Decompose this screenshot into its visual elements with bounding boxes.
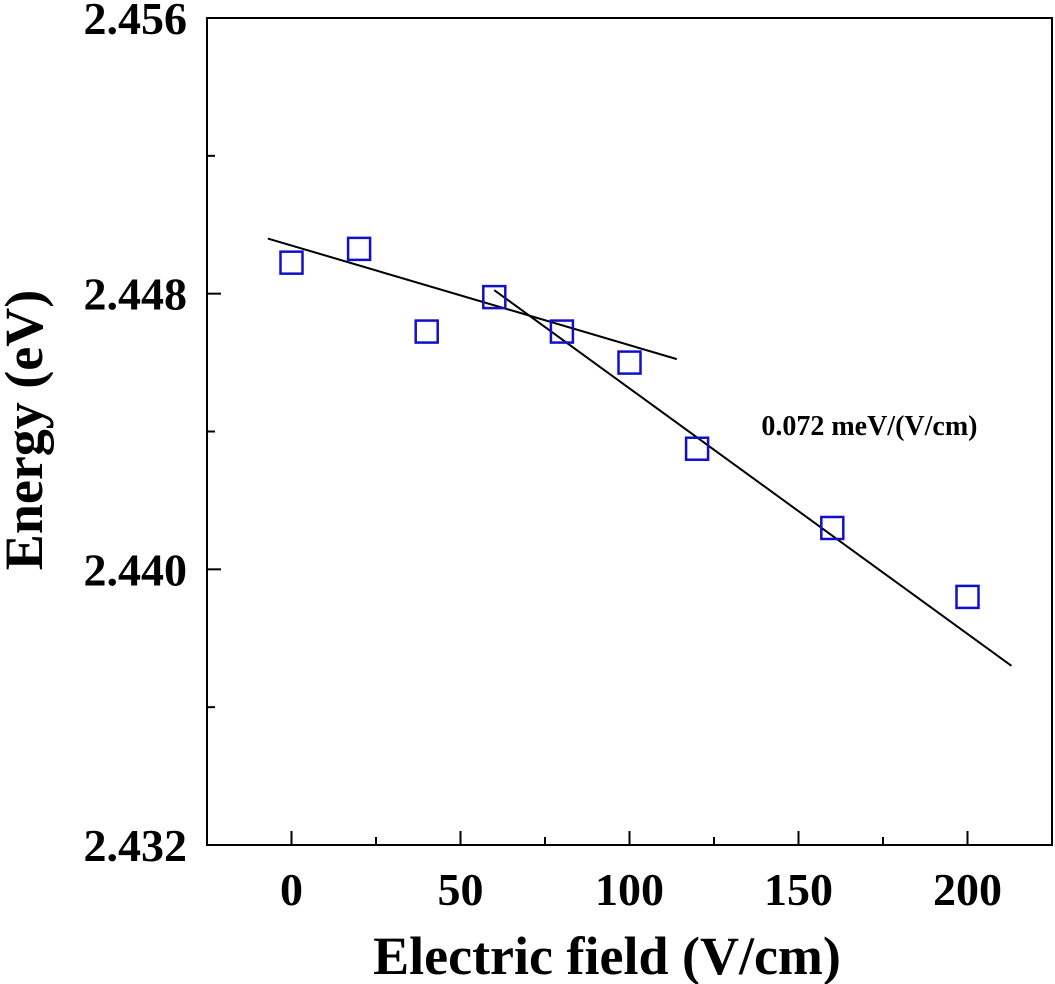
data-point [346,236,372,262]
y-tick-label: 2.456 [84,0,188,44]
data-point [617,350,642,375]
data-point [414,319,439,344]
y-tick-label: 2.440 [84,544,188,595]
x-axis-title: Electric field (V/cm) [373,926,841,984]
data-point [684,436,710,461]
data-point [955,584,980,610]
y-tick-label: 2.432 [84,820,188,871]
x-axis-ticks: 0 50 100 150 200 [280,831,1002,915]
data-points [279,236,980,610]
x-tick-label: 50 [438,864,484,915]
fit-line [267,237,678,361]
x-tick-label: 0 [280,864,303,915]
slope-annotation: 0.072 meV/(V/cm) [761,411,977,442]
data-point [279,250,304,275]
x-tick-label: 200 [933,864,1002,915]
data-point [549,319,575,344]
y-axis-title: Energy (eV) [0,290,54,570]
data-point [482,284,507,310]
x-tick-label: 150 [764,864,833,915]
fit-line [493,289,1013,667]
fit-lines [267,237,1013,667]
y-tick-label: 2.448 [84,269,188,320]
y-axis-ticks: 2.432 2.440 2.448 2.456 [84,0,221,871]
x-tick-label: 100 [595,864,664,915]
data-point [820,515,845,541]
